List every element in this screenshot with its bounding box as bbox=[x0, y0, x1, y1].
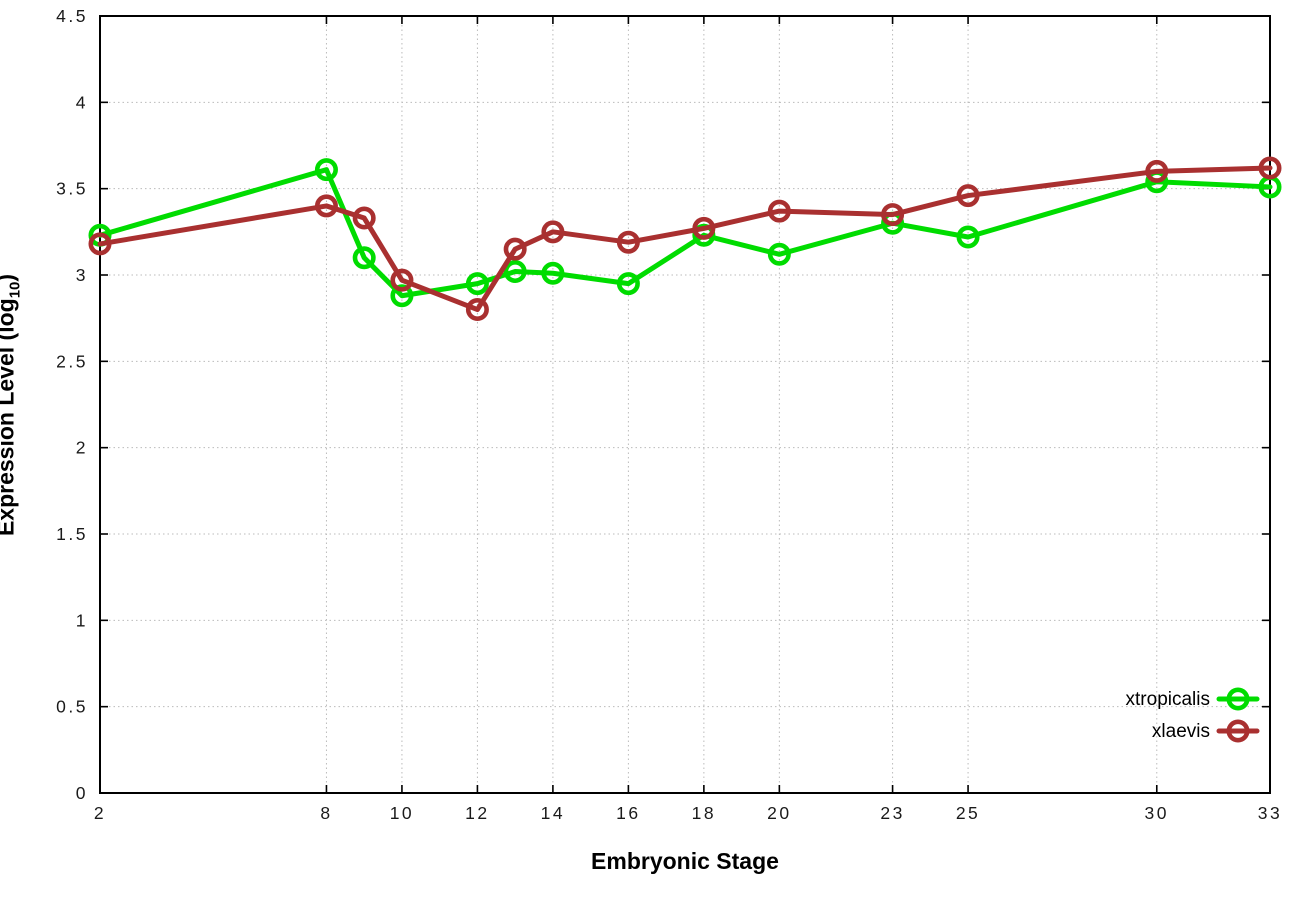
data-point-xtropicalis bbox=[314, 158, 338, 182]
data-point-xlaevis bbox=[616, 230, 640, 254]
x-tick-label: 33 bbox=[1258, 803, 1282, 823]
y-tick-label: 2 bbox=[76, 438, 88, 458]
y-tick-label: 0 bbox=[76, 783, 88, 803]
legend-label-xlaevis: xlaevis bbox=[1151, 721, 1210, 742]
data-point-xlaevis bbox=[956, 184, 980, 208]
x-tick-label: 2 bbox=[94, 803, 106, 823]
data-point-xlaevis bbox=[352, 206, 376, 230]
y-tick-label: 2.5 bbox=[56, 351, 88, 371]
y-tick-label: 0.5 bbox=[56, 697, 88, 717]
x-tick-label: 25 bbox=[956, 803, 980, 823]
data-point-xlaevis bbox=[692, 216, 716, 240]
y-tick-label: 3.5 bbox=[56, 179, 88, 199]
data-point-xlaevis bbox=[314, 194, 338, 218]
y-tick-label: 1.5 bbox=[56, 524, 88, 544]
y-axis-label: Expression Level (log10) bbox=[0, 274, 23, 536]
x-tick-label: 12 bbox=[465, 803, 489, 823]
y-tick-label: 4 bbox=[76, 92, 88, 112]
y-tick-label: 3 bbox=[76, 265, 88, 285]
x-tick-label: 8 bbox=[320, 803, 332, 823]
data-point-xlaevis bbox=[88, 232, 112, 256]
x-tick-label: 20 bbox=[767, 803, 791, 823]
x-tick-label: 23 bbox=[880, 803, 904, 823]
data-point-xtropicalis bbox=[616, 272, 640, 296]
data-point-xtropicalis bbox=[503, 260, 527, 284]
data-point-xtropicalis bbox=[390, 284, 414, 308]
data-point-xtropicalis bbox=[465, 272, 489, 296]
x-tick-label: 30 bbox=[1145, 803, 1169, 823]
y-tick-label: 1 bbox=[76, 610, 88, 630]
y-axis-label-subscript: 10 bbox=[6, 281, 24, 299]
y-axis-label-text: Expression Level (log bbox=[0, 298, 19, 537]
data-point-xtropicalis bbox=[352, 246, 376, 270]
legend-sample-marker-xlaevis bbox=[1226, 719, 1250, 743]
data-point-xlaevis bbox=[541, 220, 565, 244]
x-axis-label: Embryonic Stage bbox=[591, 848, 779, 874]
data-point-xtropicalis bbox=[956, 225, 980, 249]
series-line-xlaevis bbox=[97, 165, 1273, 313]
y-tick-label: 4.5 bbox=[56, 6, 88, 26]
data-point-xlaevis bbox=[503, 237, 527, 261]
legend-label-xtropicalis: xtropicalis bbox=[1125, 689, 1210, 710]
data-point-xlaevis bbox=[1145, 159, 1169, 183]
x-tick-label: 16 bbox=[616, 803, 640, 823]
data-point-xlaevis bbox=[1258, 156, 1282, 180]
plot-border bbox=[99, 15, 1271, 794]
x-tick-label: 18 bbox=[692, 803, 716, 823]
data-point-xlaevis bbox=[390, 268, 414, 292]
x-tick-label: 14 bbox=[541, 803, 565, 823]
x-tick-label: 10 bbox=[390, 803, 414, 823]
data-point-xtropicalis bbox=[541, 261, 565, 285]
legend-sample-marker-xtropicalis bbox=[1226, 687, 1250, 711]
data-point-xlaevis bbox=[881, 203, 905, 227]
y-axis-label-close: ) bbox=[0, 274, 19, 282]
data-point-xlaevis bbox=[465, 298, 489, 322]
data-point-xlaevis bbox=[767, 199, 791, 223]
data-point-xtropicalis bbox=[767, 242, 791, 266]
